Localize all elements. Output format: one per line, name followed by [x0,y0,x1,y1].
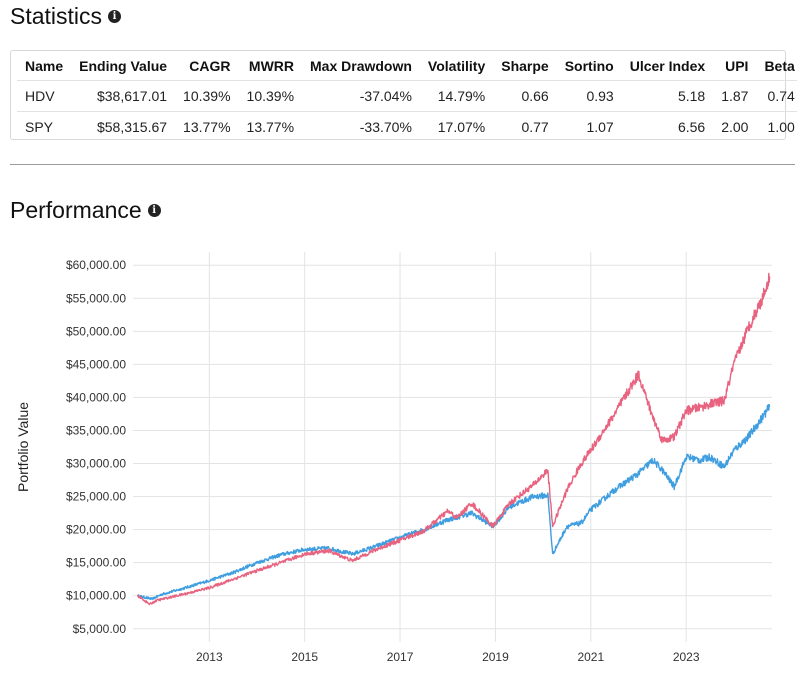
column-header[interactable]: Name [25,57,64,74]
y-tick-label: $55,000.00 [66,291,126,305]
column-header[interactable]: UPI [725,57,749,74]
table-cell: 13.77% [238,111,303,142]
chart-series [137,272,771,606]
table-row: SPY $58,315.67 13.77% 13.77% -33.70% 17.… [17,111,797,142]
column-header[interactable]: Volatility [427,57,486,74]
table-cell: -33.70% [302,111,420,142]
table-row: HDV $38,617.01 10.39% 10.39% -37.04% 14.… [17,80,797,112]
y-tick-label: $20,000.00 [66,523,126,537]
table-cell: 5.18 [621,80,714,112]
x-tick-label: 2021 [577,650,604,664]
column-header[interactable]: Ulcer Index [629,57,706,74]
table-cell: 0.77 [493,111,557,142]
x-tick-label: 2019 [482,650,509,664]
table-cell: 0.93 [556,80,622,112]
column-header[interactable]: Ending Value [79,57,168,74]
statistics-title: Statistics [10,3,103,29]
column-header[interactable]: Sortino [564,57,614,74]
y-tick-label: $15,000.00 [66,556,126,570]
x-axis-ticks: 2013 2015 2017 2019 2021 2023 [196,650,700,664]
table-cell: 6.56 [621,111,714,142]
x-tick-label: 2023 [673,650,700,664]
x-tick-label: 2015 [291,650,318,664]
table-cell: $58,315.67 [71,111,176,142]
table-cell: 1.87 [713,80,757,112]
y-axis-label: Portfolio Value [15,402,31,492]
table-cell: 0.74 [756,80,797,112]
table-cell: 1.00 [756,111,797,142]
x-tick-label: 2017 [387,650,414,664]
table-cell: HDV [17,80,72,112]
table-cell: 17.07% [419,111,494,142]
y-tick-label: $30,000.00 [66,457,126,471]
table-cell: 10.39% [238,80,303,112]
statistics-heading: Statistics i [10,3,122,30]
y-tick-label: $10,000.00 [66,589,126,603]
y-axis-ticks: $5,000.00 $10,000.00 $15,000.00 $20,000.00 $… [66,258,126,636]
info-icon[interactable]: i [108,10,122,23]
statistics-table-container: Name Ending Value CAGR MWRR Max Drawdown… [10,50,797,142]
column-header[interactable]: Sharpe [501,57,549,74]
column-header[interactable]: CAGR [189,57,231,74]
table-cell: SPY [17,111,72,142]
table-cell: 2.00 [713,111,757,142]
y-tick-label: $40,000.00 [66,390,126,404]
performance-heading: Performance i [10,197,161,224]
x-tick-label: 2013 [196,650,223,664]
column-header[interactable]: Beta [764,57,795,74]
chart-grid [133,252,772,642]
y-tick-label: $50,000.00 [66,324,126,338]
y-tick-label: $45,000.00 [66,357,126,371]
series-line-spy [137,272,771,606]
table-cell: 10.39% [175,80,239,112]
y-tick-label: $35,000.00 [66,423,126,437]
info-icon[interactable]: i [147,204,161,217]
section-divider [10,164,795,165]
column-header[interactable]: Max Drawdown [310,57,412,74]
y-tick-label: $60,000.00 [66,258,126,272]
table-cell: 14.79% [419,80,494,112]
table-cell: 0.66 [493,80,557,112]
table-cell: 1.07 [556,111,622,142]
performance-chart[interactable]: $5,000.00 $10,000.00 $15,000.00 $20,000.00 $… [0,232,797,678]
statistics-table: Name Ending Value CAGR MWRR Max Drawdown… [17,51,797,142]
table-cell: $38,617.01 [71,80,176,112]
table-cell: -37.04% [302,80,420,112]
y-tick-label: $5,000.00 [73,622,127,636]
column-header[interactable]: MWRR [248,57,295,74]
table-cell: 13.77% [175,111,239,142]
y-tick-label: $25,000.00 [66,490,126,504]
statistics-header-row: Name Ending Value CAGR MWRR Max Drawdown… [17,51,797,81]
performance-title: Performance [10,197,142,223]
